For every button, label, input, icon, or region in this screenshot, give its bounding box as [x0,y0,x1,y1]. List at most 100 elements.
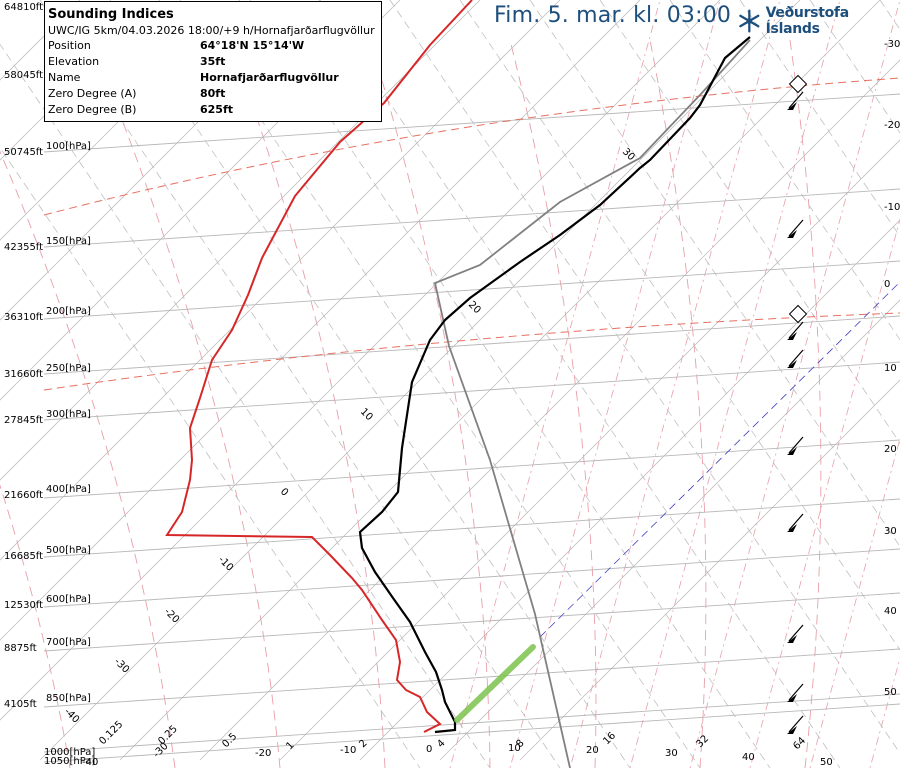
isotherm-value-label: -30 [112,656,131,675]
right-temperature-label: -30 [884,39,900,50]
isotherm-line [0,0,561,561]
reference-dashed-lower [43,312,900,391]
isotherm-line [39,0,801,761]
bottom-axis-label: 30 [665,748,678,759]
wind-barb-staff [788,683,804,701]
dry-adiabat-line [0,43,491,768]
tropopause-marker [788,74,808,94]
mixing-ratio-line [509,0,721,768]
bottom-axis-label: -10 [340,745,356,756]
wind-barb-staff [788,349,804,367]
dry-adiabat-line [669,0,900,341]
mixing-ratio-line [569,0,781,768]
altitude-label: 4105ft [4,699,37,710]
bottom-axis-label: -40 [82,757,98,768]
altitude-label: 64810ft [4,2,43,13]
pressure-label: 150[hPa] [46,236,91,247]
pressure-label: 100[hPa] [46,141,91,152]
indices-row-zero-a: Zero Degree (A) 80ft [48,86,381,102]
wind-barb [787,91,804,110]
isobar-line [43,315,900,375]
bottom-axis-label: 20 [586,745,599,756]
indices-title: Sounding Indices [48,7,174,22]
moist-adiabat-line [0,150,176,768]
altitude-label: 36310ft [4,312,43,323]
isobar-line [43,648,900,708]
isotherm-line [359,219,900,761]
isotherm-value-label: -40 [62,706,81,725]
mixing-ratio-line [629,0,841,768]
wind-barb-flag [787,332,797,340]
wind-barb [787,321,804,340]
indices-key: Position [48,39,91,52]
bottom-axis-label: -20 [255,748,271,759]
isotherm-line [519,379,900,761]
right-temperature-label: 20 [884,444,897,455]
wind-barb-staff [788,513,804,531]
indices-row-zero-b: Zero Degree (B) 625ft [48,102,381,118]
altitude-label: 31660ft [4,369,43,380]
moist-adiabat-line [649,39,707,768]
isotherm-line [0,0,241,241]
altitude-label: 8875ft [4,643,37,654]
isotherm-line [0,0,481,481]
isotherm-line [0,0,321,321]
moist-adiabat-lines [0,39,822,768]
dry-adiabat-line [109,0,631,768]
wind-barb-staff [788,321,804,339]
right-temperature-label: 40 [884,606,897,617]
indices-row-elevation: Elevation 35ft [48,54,381,70]
indices-row-name: Name Hornafjarðarflugvöllur [48,70,381,86]
isotherm-line [279,139,900,761]
bottom-axis-label: 10 [508,743,521,754]
indices-key: Elevation [48,55,100,68]
bottom-axis-label: 1 [284,740,296,752]
wind-barb-staff [788,91,804,109]
dry-adiabat-line [319,0,841,768]
right-temperature-label: 0 [884,279,890,290]
isotherm-value-label: 20 [466,299,483,316]
dry-adiabat-line [809,0,900,134]
right-temperature-label: -10 [884,202,900,213]
dry-adiabat-line [0,146,421,768]
altitude-label: 21660ft [4,490,43,501]
reference-dashed-lines [43,77,900,638]
indices-key: Zero Degree (A) [48,87,137,100]
wind-barb-staff [788,715,804,733]
bottom-axis-label: 0 [426,744,432,755]
brand-name: Veðurstofa Íslands [765,5,850,37]
pressure-label: 300[hPa] [46,409,91,420]
dry-adiabat-line [599,0,900,444]
wind-barb-flag [787,524,797,532]
moist-adiabat-line [0,484,71,768]
moist-adiabat-line [789,39,822,768]
dry-adiabat-line [879,0,900,31]
dry-adiabat-line [249,0,771,768]
moist-adiabat-line [89,39,281,768]
isotherm-value-label: 0 [278,486,290,498]
lifted-parcel-line [433,39,751,768]
wind-barb-flag [787,694,797,702]
pressure-label: 250[hPa] [46,363,91,374]
moist-adiabat-line [229,39,386,768]
mixing-ratio-line [809,437,900,768]
wind-barb [787,513,804,532]
indices-key: Name [48,71,81,84]
indices-value: 35ft [200,55,226,68]
right-temperature-label: 30 [884,526,897,537]
indices-key: Zero Degree (B) [48,103,137,116]
wind-barb [787,683,804,702]
pressure-label: 500[hPa] [46,545,91,556]
indices-row-position: Position 64°18'N 15°14'W [48,38,381,54]
pressure-label: 600[hPa] [46,594,91,605]
wind-barb [787,349,804,368]
pressure-label: 400[hPa] [46,484,91,495]
isotherm-value-label: -20 [162,606,181,625]
wind-barb-flag [787,360,797,368]
wind-barb-flag [787,635,797,643]
wind-barb-flag [787,726,797,734]
snowflake-logo-icon [739,9,760,33]
